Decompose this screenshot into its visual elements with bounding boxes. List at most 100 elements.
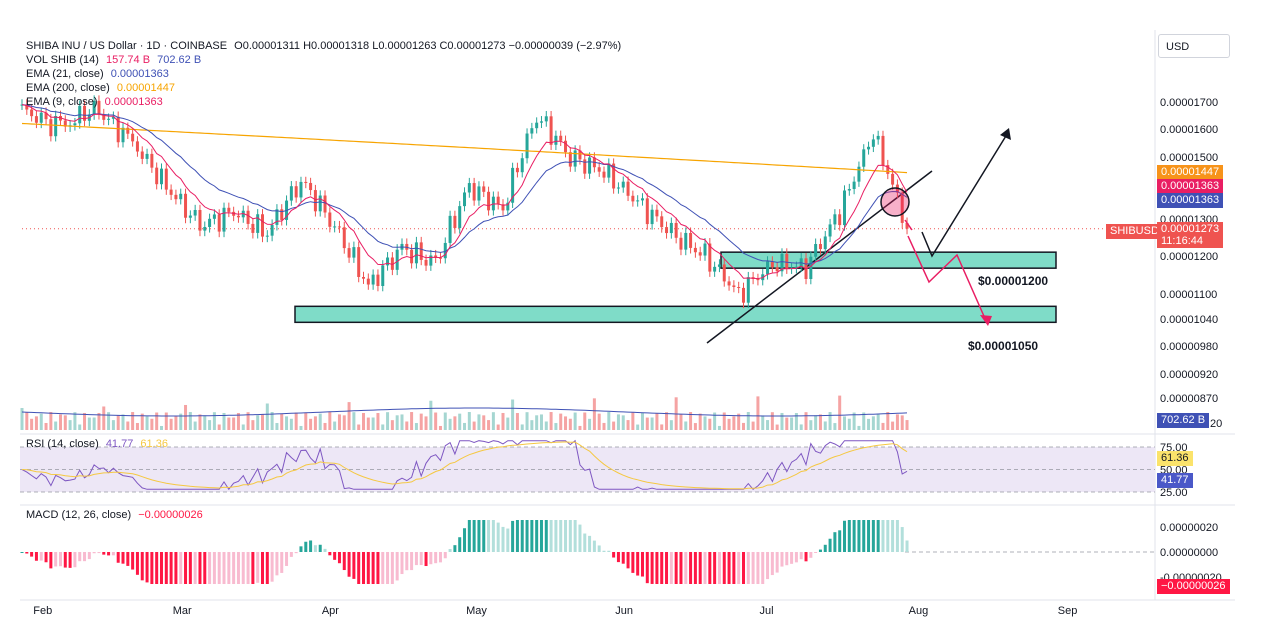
volume-bar [188,412,192,430]
macd-bar [198,552,202,584]
candle-body [34,116,38,123]
macd-bar [727,552,731,584]
macd-bar [405,552,409,571]
macd-bar [467,520,471,552]
candle-body [337,226,341,228]
candle-body [395,249,399,270]
candle-body [852,181,856,190]
candle-body [102,114,106,120]
candle-body [25,104,29,110]
support-label-2: $0.00001050 [968,339,1038,353]
macd-bar [828,538,832,552]
candle-body [665,227,669,234]
macd-value-tag: −0.00000026 [1157,579,1230,594]
volume-bar [785,417,789,430]
candle-body [828,224,832,237]
macd-bar [438,552,442,563]
candle-body [222,207,226,232]
volume-bar [780,412,784,430]
macd-bar [294,552,298,554]
volume-bar [626,420,630,430]
candle-body [366,278,370,285]
support-label-2-text: $0.00001050 [968,339,1039,353]
macd-bar [347,552,351,577]
macd-bar [381,552,385,584]
volume-bar [78,424,82,430]
candle-body [559,135,563,141]
candle-body [352,247,356,258]
volume-bar [698,413,702,430]
candle-body [246,210,250,224]
macd-bar [265,552,269,584]
ema9-price-tag-text: 0.00001363 [1161,180,1220,192]
volume-bar [241,424,245,430]
volume-bar [472,421,476,430]
candle-body [809,256,813,279]
macd-bar [621,552,625,564]
volume-bar [501,412,505,430]
time-axis-label: Feb [33,605,52,617]
candle-body [838,214,842,226]
volume-bar [881,422,885,430]
macd-bar [78,552,82,562]
volume-bar [366,417,370,430]
symbol-title: SHIBA INU / US Dollar · 1D · COINBASE [26,40,228,52]
macd-bar [371,552,375,584]
volume-bar [44,422,48,430]
volume-bar [169,418,173,430]
candle-body [203,226,207,231]
candle-body [564,140,568,153]
macd-bar [737,552,741,584]
candle-body [424,259,428,266]
volume-bar [525,412,529,430]
macd-bar [323,548,327,552]
macd-bar [34,552,38,561]
volume-bar [390,420,394,430]
candle-body [434,255,438,258]
candle-body [135,141,139,152]
currency-button[interactable]: USD [1158,34,1230,58]
candle-body [73,123,77,126]
volume-bar [49,412,53,430]
macd-bar [679,552,683,584]
candle-body [775,267,779,272]
candle-body [871,139,875,147]
drop-segment [904,219,913,231]
rsi-ma-line [21,441,908,490]
macd-bar [410,552,414,571]
macd-bar [862,520,866,552]
volume-bar [246,412,250,430]
macd-bar [155,552,159,584]
candle-body [30,109,34,117]
ema9-price-tag: 0.00001363 [1157,179,1224,194]
candle-body [727,281,731,286]
trend-line [706,170,933,344]
candle-body [487,191,491,211]
volume-bar [876,413,880,430]
macd-bar [655,552,659,584]
macd-bar [217,552,221,584]
macd-bar [448,549,452,552]
candle-body [44,112,48,120]
volume-bar [73,412,77,430]
macd-bar [799,552,803,560]
volume-bar [544,421,548,430]
candle-body [655,209,659,217]
candle-body [463,192,467,207]
macd-bar [97,552,101,554]
volume-bar [164,412,168,430]
volume-bar [155,412,159,430]
volume-bar [405,421,409,430]
candle-body [626,181,630,196]
macd-bar [549,520,553,552]
candle-body [515,167,519,173]
volume-bar [756,396,760,430]
candle-body [198,209,202,231]
price-tick-label: 0.00001100 [1160,289,1217,301]
macd-bar [823,544,827,552]
volume-bar [150,418,154,430]
macd-bar [227,552,231,584]
macd-bar [857,520,861,552]
macd-bar [270,552,274,582]
